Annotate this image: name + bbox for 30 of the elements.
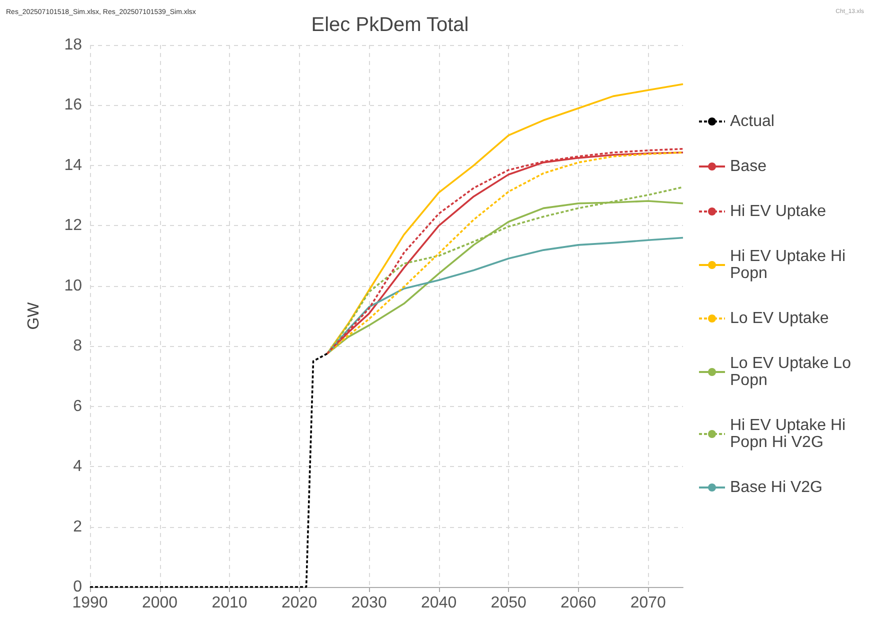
x-tick-label: 2010 bbox=[212, 594, 248, 612]
y-tick-label: 10 bbox=[64, 277, 82, 294]
legend-label: Hi EV Uptake Hi Popn bbox=[730, 248, 850, 282]
y-tick-label: 0 bbox=[73, 578, 82, 596]
line-series bbox=[326, 236, 684, 355]
y-tick-label: 6 bbox=[73, 398, 82, 415]
x-tick-label: 2060 bbox=[560, 594, 596, 612]
legend-label: Lo EV Uptake bbox=[730, 310, 829, 327]
legend-label: Hi EV Uptake Hi Popn Hi V2G bbox=[730, 417, 850, 451]
legend-label: Lo EV Uptake Lo Popn bbox=[730, 355, 856, 389]
y-tick-label: 2 bbox=[73, 518, 82, 536]
legend-label: Hi EV Uptake bbox=[730, 203, 826, 220]
y-tick-label: 12 bbox=[64, 217, 82, 234]
x-tick-label: 2040 bbox=[421, 594, 457, 612]
legend-label: Base Hi V2G bbox=[730, 479, 822, 496]
y-tick-label: 14 bbox=[64, 156, 82, 174]
legend-label: Base bbox=[730, 158, 767, 175]
y-axis-title: GW bbox=[26, 301, 42, 330]
x-tick-label: 2020 bbox=[281, 594, 318, 612]
x-tick-label: 2050 bbox=[490, 594, 526, 612]
x-tick-label: 2000 bbox=[142, 594, 178, 612]
x-tick-label: 2030 bbox=[351, 594, 387, 612]
legend-label: Actual bbox=[730, 113, 774, 130]
y-tick-label: 8 bbox=[73, 338, 82, 355]
x-tick-label: 2070 bbox=[630, 594, 666, 612]
y-tick-label: 4 bbox=[73, 458, 82, 476]
y-tick-label: 16 bbox=[64, 96, 82, 114]
y-tick-label: 18 bbox=[64, 36, 82, 54]
x-tick-label: 1990 bbox=[72, 594, 108, 612]
chart-title: Elec PkDem Total bbox=[311, 14, 469, 36]
